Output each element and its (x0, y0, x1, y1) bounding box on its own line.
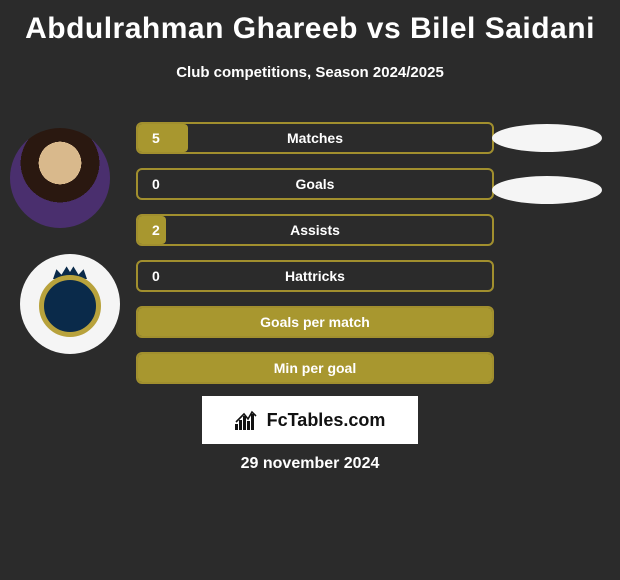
stat-bar-value: 0 (138, 176, 172, 192)
stat-bars: 5 Matches 0 Goals 2 Assists 0 Hattricks Goals pe… (136, 122, 494, 398)
stat-bar: 0 Hattricks (136, 260, 494, 292)
opponent-logo-placeholder (492, 176, 602, 204)
fctables-text: FcTables.com (267, 410, 386, 431)
footer-date: 29 november 2024 (241, 455, 380, 473)
stat-bar-value: 0 (138, 268, 172, 284)
player-photo (10, 128, 110, 228)
stat-bar: 5 Matches (136, 122, 494, 154)
club-logo (20, 254, 120, 354)
fctables-icon (235, 410, 261, 430)
stat-bar-label: Goals (296, 176, 335, 192)
stat-bar-label: Hattricks (285, 268, 345, 284)
fctables-watermark: FcTables.com (202, 396, 418, 444)
page-title: Abdulrahman Ghareeb vs Bilel Saidani (0, 0, 620, 46)
stat-bar: Min per goal (136, 352, 494, 384)
page-subtitle: Club competitions, Season 2024/2025 (0, 64, 620, 81)
stat-bar-label: Matches (287, 130, 343, 146)
stat-bar: Goals per match (136, 306, 494, 338)
stat-bar-label: Min per goal (274, 360, 356, 376)
stat-bar-label: Goals per match (260, 314, 370, 330)
stat-bar: 2 Assists (136, 214, 494, 246)
opponent-photo-placeholder (492, 124, 602, 152)
stat-bar: 0 Goals (136, 168, 494, 200)
stat-bar-value: 5 (138, 130, 172, 146)
stat-bar-label: Assists (290, 222, 340, 238)
stat-bar-value: 2 (138, 222, 172, 238)
